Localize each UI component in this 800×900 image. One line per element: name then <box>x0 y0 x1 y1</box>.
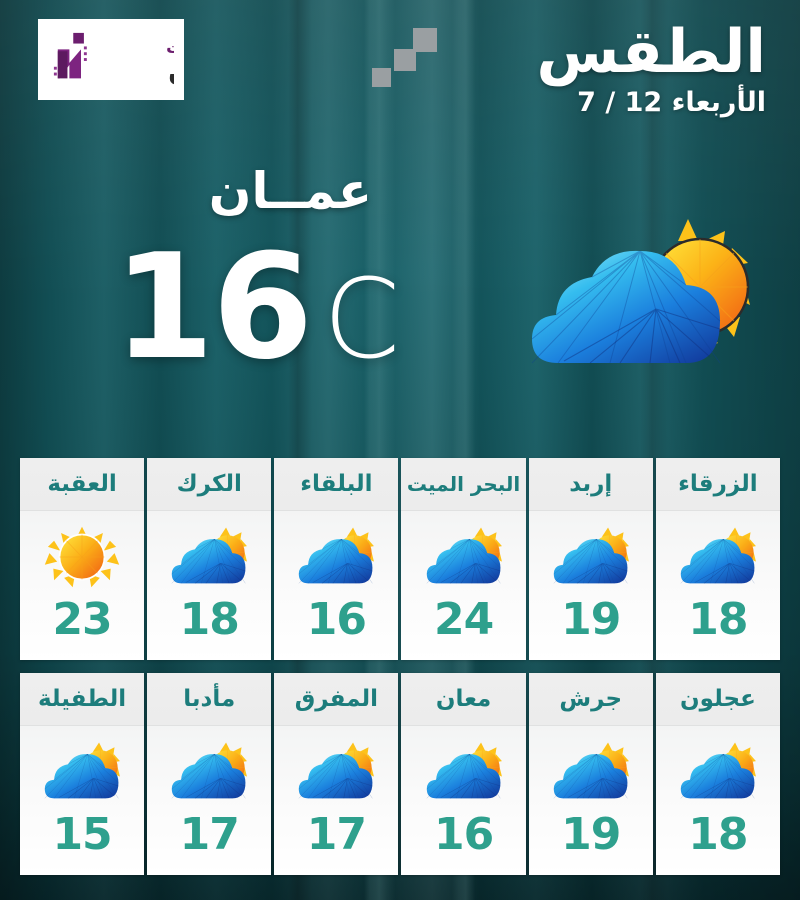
forecast-temperature: 17 <box>306 809 367 860</box>
forecast-card[interactable]: إربد 19 <box>528 458 653 660</box>
forecast-temperature: 19 <box>561 594 621 645</box>
sun-behind-cloud-icon <box>656 726 780 813</box>
sun-behind-cloud-icon <box>401 726 525 813</box>
forecast-temperature: 23 <box>52 594 112 645</box>
sun-behind-cloud-icon <box>520 205 750 390</box>
forecast-temperature: 18 <box>179 594 240 645</box>
forecast-card[interactable]: الطفيلة 15 <box>19 673 145 875</box>
forecast-card[interactable]: المفرق 17 <box>274 673 399 875</box>
forecast-temperature: 15 <box>52 809 112 860</box>
forecast-card-header: البلقاء <box>274 458 399 511</box>
forecast-card-header: العقبة <box>19 458 145 511</box>
header-block: الطقس الأربعاء 12 / 7 <box>536 17 766 119</box>
forecast-card-header: الطفيلة <box>19 673 145 726</box>
sun-behind-cloud-icon <box>274 511 398 598</box>
hero-city-label: عمــان <box>208 162 372 220</box>
forecast-card-header: عجلون <box>655 673 780 726</box>
forecast-card-header: الزرقاء <box>655 458 780 511</box>
hero-temperature: 16 C <box>60 235 400 380</box>
forecast-city-label: البحر الميت <box>406 472 521 496</box>
forecast-temperature: 19 <box>561 809 621 860</box>
forecast-card-header: المفرق <box>274 673 399 726</box>
sun-behind-cloud-icon <box>20 726 144 813</box>
sun-icon <box>20 511 144 598</box>
forecast-card[interactable]: مأدبا 17 <box>147 673 272 875</box>
forecast-temperature: 16 <box>306 594 367 645</box>
sun-behind-cloud-icon <box>529 726 653 813</box>
sun-behind-cloud-icon <box>147 511 271 598</box>
forecast-city-label: الزرقاء <box>678 471 758 497</box>
forecast-card[interactable]: العقبة 23 <box>19 458 145 660</box>
sun-behind-cloud-icon <box>147 726 271 813</box>
forecast-city-label: الطفيلة <box>37 686 127 712</box>
forecast-card-header: مأدبا <box>147 673 272 726</box>
forecast-city-label: البلقاء <box>300 471 373 497</box>
forecast-temperature: 18 <box>688 809 748 860</box>
hero-temperature-value: 16 <box>113 223 313 392</box>
forecast-temperature: 24 <box>433 594 494 645</box>
forecast-card-header: البحر الميت <box>401 458 526 511</box>
forecast-temperature: 18 <box>688 594 748 645</box>
deco-square-small <box>372 68 391 87</box>
deco-square-large <box>413 28 437 52</box>
forecast-card-header: معان <box>401 673 526 726</box>
forecast-card-header: إربد <box>528 458 653 511</box>
forecast-row-1: الزرقاء 18 إربد <box>19 458 780 660</box>
sun-behind-cloud-icon <box>274 726 398 813</box>
forecast-city-label: العقبة <box>47 471 117 497</box>
forecast-card-header: جرش <box>528 673 653 726</box>
forecast-city-label: إربد <box>569 471 613 497</box>
forecast-temperature: 16 <box>433 809 494 860</box>
forecast-row-2: عجلون 18 جرش <box>19 673 780 875</box>
forecast-city-label: عجلون <box>680 686 756 712</box>
forecast-city-label: جرش <box>559 686 623 712</box>
forecast-card[interactable]: جرش 19 <box>528 673 653 875</box>
svg-text:عمـان: عمـان <box>168 56 174 87</box>
sun-behind-cloud-icon <box>401 511 525 598</box>
forecast-card[interactable]: عجلون 18 <box>655 673 780 875</box>
forecast-card[interactable]: البلقاء 16 <box>274 458 399 660</box>
sawt-amman-logo[interactable]: صوت عمـان <box>38 19 184 100</box>
forecast-card[interactable]: الكرك 18 <box>147 458 272 660</box>
svg-text:صوت: صوت <box>166 38 174 58</box>
hero-temperature-unit: C <box>323 255 400 383</box>
forecast-card[interactable]: الزرقاء 18 <box>655 458 780 660</box>
forecast-city-label: معان <box>435 686 492 712</box>
forecast-temperature: 17 <box>179 809 240 860</box>
sun-behind-cloud-icon <box>529 511 653 598</box>
deco-square-medium <box>394 49 416 71</box>
forecast-card[interactable]: معان 16 <box>401 673 526 875</box>
forecast-card[interactable]: البحر الميت 24 <box>401 458 526 660</box>
forecast-city-label: المفرق <box>294 686 379 712</box>
header-date: الأربعاء 12 / 7 <box>577 87 766 119</box>
page-title: الطقس <box>536 17 766 87</box>
forecast-city-label: مأدبا <box>183 686 236 712</box>
forecast-card-header: الكرك <box>147 458 272 511</box>
sun-behind-cloud-icon <box>656 511 780 598</box>
forecast-city-label: الكرك <box>176 471 242 497</box>
